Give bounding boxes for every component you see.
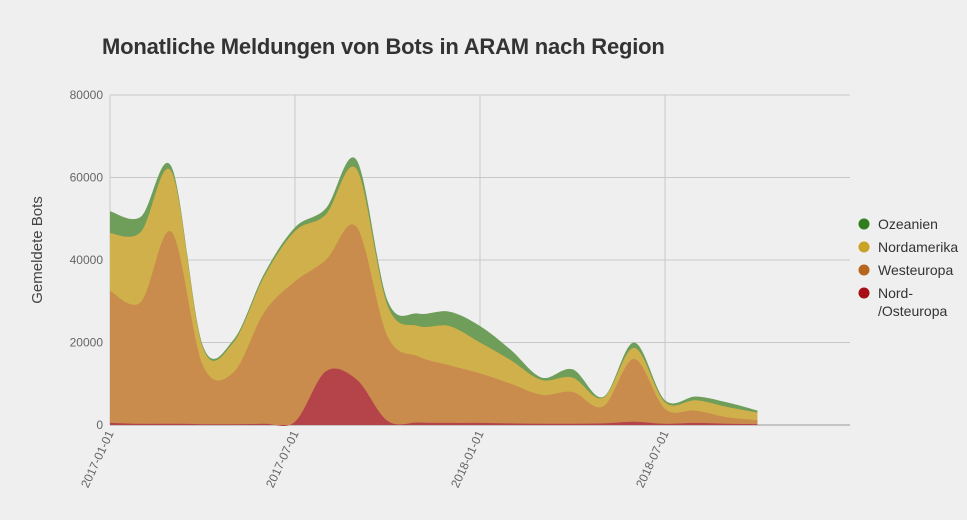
- legend-item-westeuropa[interactable]: Westeuropa: [858, 262, 954, 278]
- legend-label: Westeuropa: [878, 262, 953, 278]
- legend-label: Ozeanien: [878, 216, 938, 232]
- legend-swatch-icon: [858, 241, 870, 253]
- y-tick-label: 60000: [70, 171, 104, 185]
- y-tick-label: 40000: [70, 253, 104, 267]
- legend-swatch-icon: [858, 218, 870, 230]
- y-tick-label: 0: [96, 418, 103, 432]
- legend-swatch-icon: [858, 287, 870, 299]
- series-areas: [110, 157, 758, 427]
- x-tick-label: 2018-07-01: [633, 428, 672, 490]
- chart-title: Monatliche Meldungen von Bots in ARAM na…: [102, 34, 665, 59]
- legend-item-ozeanien[interactable]: Ozeanien: [858, 216, 938, 232]
- area-westeuropa: [110, 224, 758, 425]
- legend-swatch-icon: [858, 264, 870, 276]
- legend-item-nordamerika[interactable]: Nordamerika: [858, 239, 959, 255]
- legend-label: /Osteuropa: [878, 303, 947, 319]
- legend-item-nord-osteuropa[interactable]: Nord- /Osteuropa: [858, 285, 948, 319]
- legend-label: Nord-: [878, 285, 913, 301]
- x-tick-label: 2017-07-01: [263, 428, 302, 490]
- x-tick-label: 2017-01-01: [78, 428, 117, 490]
- y-axis-title: Gemeldete Bots: [29, 196, 46, 304]
- x-tick-label: 2018-01-01: [448, 428, 487, 490]
- legend-label: Nordamerika: [878, 239, 958, 255]
- y-tick-label: 20000: [70, 336, 104, 350]
- y-tick-label: 80000: [70, 88, 104, 102]
- legend[interactable]: Ozeanien Nordamerika Westeuropa Nord- /Osteu…: [858, 216, 959, 319]
